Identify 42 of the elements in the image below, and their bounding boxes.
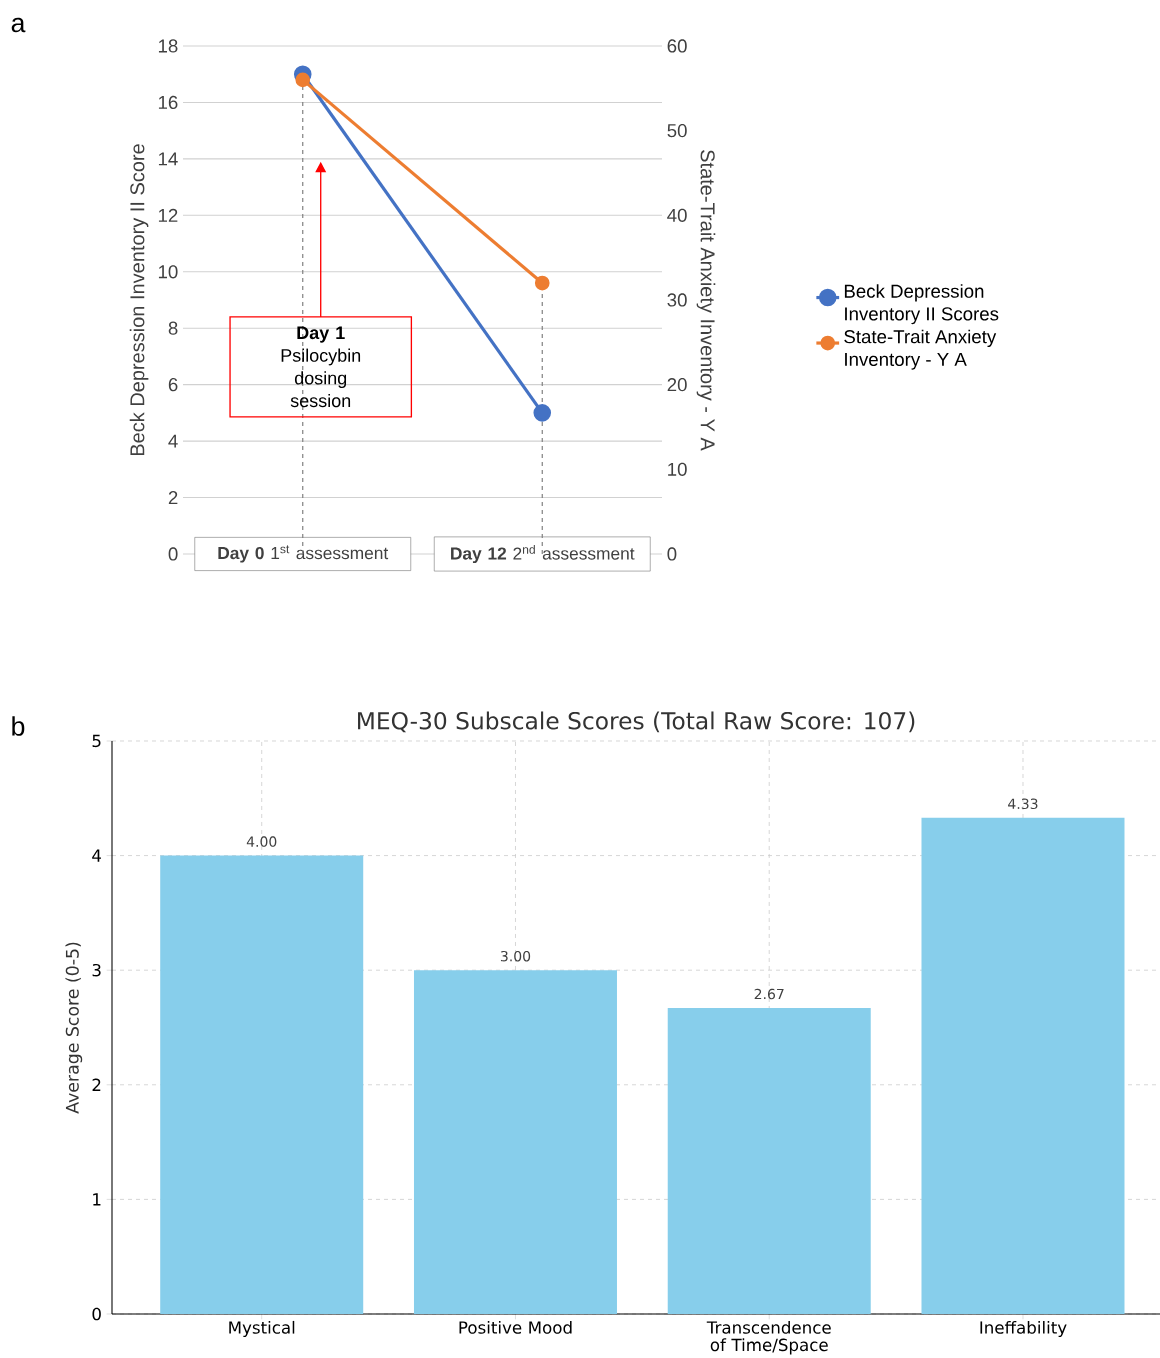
x-tick-label: Positive Mood — [459, 1320, 572, 1334]
y2-tick-label: 40 — [667, 208, 687, 222]
y-tick-label: 16 — [158, 95, 178, 110]
y2-tick-label: 60 — [667, 39, 687, 53]
x-tick-label: Day 0 1$^{st}$ assessment — [218, 545, 389, 563]
y-tick-label: 4 — [168, 434, 178, 448]
y-axis-title: Beck Depression Inventory II Score — [129, 144, 149, 456]
y-tick-label: 5 — [92, 734, 101, 748]
y-tick-label: 18 — [158, 39, 178, 53]
y-tick-label: 2 — [92, 1078, 101, 1091]
y-tick-label: 1 — [93, 1193, 101, 1206]
y-tick-label: 4 — [92, 849, 102, 862]
y-tick-label: 6 — [168, 378, 178, 392]
text: b — [12, 716, 25, 736]
y2-axis-title: State-Trait Anxiety Inventory - Y A — [696, 150, 716, 451]
y-tick-label: 0 — [168, 547, 178, 561]
x-tick-label: Ineffability — [980, 1320, 1067, 1338]
y-tick-label: 12 — [158, 208, 178, 222]
legend-label: State-Trait Anxiety Inventory - Y A — [844, 329, 997, 370]
y-tick-label: 14 — [158, 152, 178, 166]
y-tick-label: 0 — [92, 1307, 101, 1321]
data-label: 4.33 — [1008, 798, 1038, 810]
y2-tick-label: 10 — [668, 462, 687, 476]
annotation: Day 1 Psilocybin dosing session — [281, 326, 361, 408]
y2-tick-label: 20 — [667, 378, 687, 392]
y2-tick-label: 0 — [667, 547, 677, 561]
y-tick-label: 8 — [168, 321, 178, 335]
x-tick-label: Transcendence of Time/Space — [706, 1320, 831, 1355]
y2-tick-label: 50 — [667, 124, 687, 138]
y2-tick-label: 30 — [667, 293, 687, 307]
y-tick-label: 10 — [158, 265, 178, 279]
x-tick-label: Mystical — [229, 1320, 295, 1338]
data-label: 2.67 — [754, 988, 784, 1000]
y-tick-label: 2 — [168, 491, 178, 505]
y-tick-label: 3 — [92, 963, 101, 977]
legend-label: Beck Depression Inventory II Scores — [844, 284, 999, 325]
y-axis-title: Average Score (0-5) — [65, 942, 83, 1114]
data-label: 4.00 — [246, 836, 277, 847]
text: a — [11, 17, 26, 33]
chart-title: MEQ-30 Subscale Scores (Total Raw Score: 107) — [358, 711, 915, 733]
data-label: 3.00 — [500, 950, 531, 962]
x-tick-label: Day 12 2$^{nd}$ assessment — [451, 544, 635, 564]
